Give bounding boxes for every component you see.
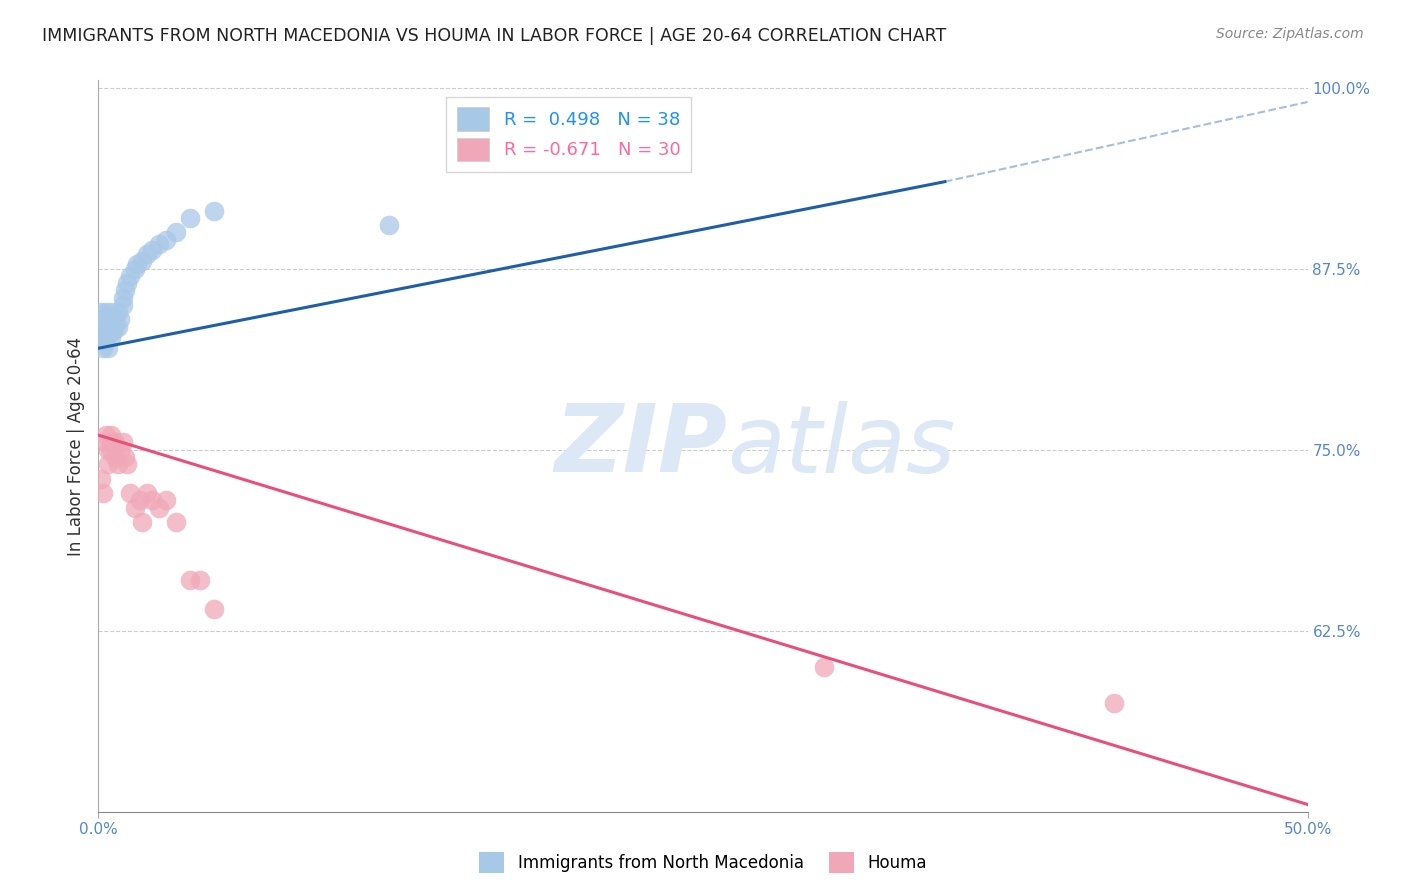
Point: [165, 515, 187, 529]
Point: [114, 450, 136, 464]
Point: [91, 486, 114, 500]
Text: IMMIGRANTS FROM NORTH MACEDONIA VS HOUMA IN LABOR FORCE | AGE 20-64 CORRELATION : IMMIGRANTS FROM NORTH MACEDONIA VS HOUMA…: [42, 27, 946, 45]
Point: [104, 450, 127, 464]
Point: [204, 203, 226, 218]
Point: [90, 326, 112, 341]
Point: [97, 457, 120, 471]
Point: [117, 276, 139, 290]
Y-axis label: In Labor Force | Age 20-64: In Labor Force | Age 20-64: [66, 336, 84, 556]
Point: [91, 341, 114, 355]
Point: [204, 602, 226, 616]
Point: [100, 329, 122, 343]
Point: [179, 573, 201, 587]
Text: ZIP: ZIP: [554, 400, 727, 492]
Point: [108, 312, 131, 326]
Point: [179, 211, 201, 225]
Point: [107, 457, 129, 471]
Point: [124, 500, 146, 515]
Point: [165, 225, 187, 239]
Point: [148, 236, 170, 251]
Point: [100, 428, 122, 442]
Point: [97, 326, 120, 341]
Point: [114, 283, 136, 297]
Point: [155, 233, 177, 247]
Point: [104, 319, 127, 334]
Legend: R =  0.498   N = 38, R = -0.671   N = 30: R = 0.498 N = 38, R = -0.671 N = 30: [446, 96, 692, 172]
Point: [117, 457, 139, 471]
Text: Source: ZipAtlas.com: Source: ZipAtlas.com: [1216, 27, 1364, 41]
Point: [135, 486, 157, 500]
Point: [141, 243, 163, 257]
Text: atlas: atlas: [727, 401, 956, 491]
Point: [94, 315, 117, 329]
Legend: Immigrants from North Macedonia, Houma: Immigrants from North Macedonia, Houma: [472, 846, 934, 880]
Point: [100, 442, 122, 457]
Point: [94, 428, 117, 442]
Point: [131, 254, 153, 268]
Point: [141, 493, 163, 508]
Point: [100, 305, 122, 319]
Point: [377, 218, 399, 232]
Point: [135, 247, 157, 261]
Point: [107, 305, 129, 319]
Point: [97, 442, 120, 457]
Point: [813, 660, 835, 674]
Point: [111, 298, 134, 312]
Point: [108, 442, 131, 457]
Point: [104, 435, 127, 450]
Point: [90, 305, 112, 319]
Point: [101, 435, 124, 450]
Point: [128, 493, 150, 508]
Point: [111, 435, 134, 450]
Point: [148, 500, 170, 515]
Point: [90, 472, 112, 486]
Point: [155, 493, 177, 508]
Point: [111, 291, 134, 305]
Point: [101, 324, 124, 338]
Point: [91, 334, 114, 348]
Point: [94, 435, 117, 450]
Point: [188, 573, 211, 587]
Point: [97, 341, 120, 355]
Point: [100, 315, 122, 329]
Point: [94, 305, 117, 319]
Point: [1102, 696, 1125, 710]
Point: [131, 515, 153, 529]
Point: [101, 312, 124, 326]
Point: [97, 310, 120, 324]
Point: [97, 319, 120, 334]
Point: [118, 268, 141, 283]
Point: [107, 319, 129, 334]
Point: [127, 257, 149, 271]
Point: [91, 312, 114, 326]
Point: [118, 486, 141, 500]
Point: [124, 261, 146, 276]
Point: [94, 334, 117, 348]
Point: [104, 310, 127, 324]
